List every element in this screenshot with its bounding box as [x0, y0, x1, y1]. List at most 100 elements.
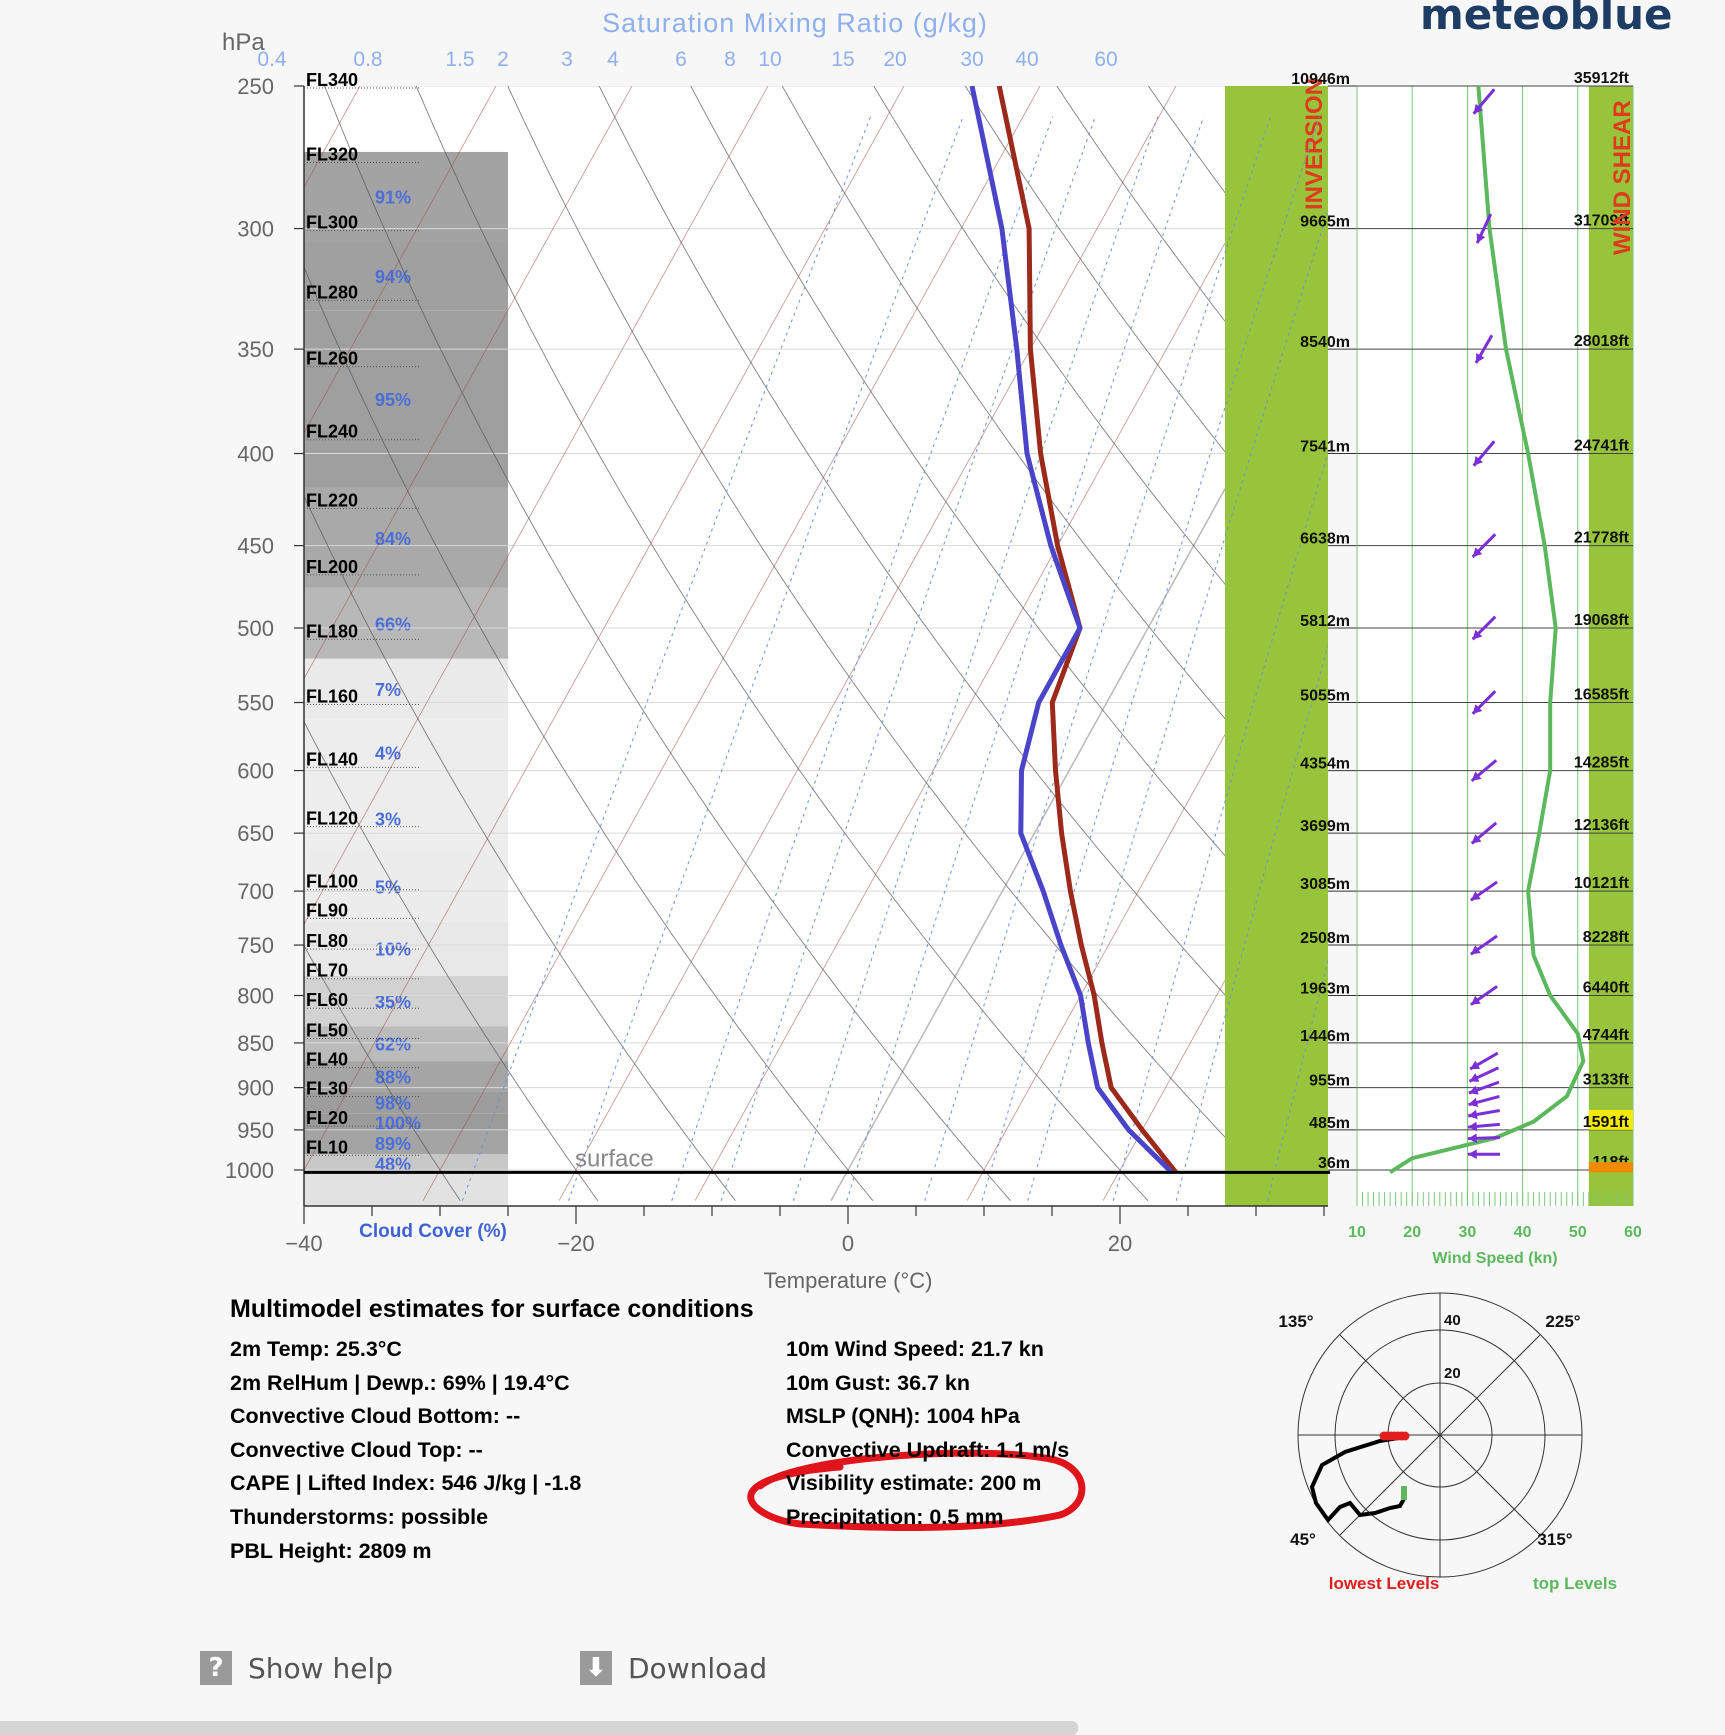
wind-panel: 35912ft 31709ft 28018ft 24741ft 21778ft 19068…: [1348, 70, 1642, 1267]
y-tick-label: 850: [237, 1031, 274, 1056]
show-help-label: Show help: [248, 1651, 393, 1685]
mixing-ratio-label: 2: [497, 48, 509, 71]
y-tick-label: 250: [237, 74, 274, 99]
cloud-cover-band: [304, 719, 508, 787]
height-label-ft: 8228ft: [1583, 929, 1630, 946]
summary-left-column: 2m Temp: 25.3°C 2m RelHum | Dewp.: 69% |…: [230, 1337, 581, 1572]
y-tick-label: 1000: [225, 1158, 274, 1183]
flight-level-label: FL90: [306, 900, 348, 920]
cloud-cover-band: [304, 1091, 508, 1114]
summary-mslp: MSLP (QNH): 1004 hPa: [786, 1404, 1020, 1429]
y-tick-label: 650: [237, 821, 274, 846]
wind-arrow-head: [1472, 547, 1483, 557]
cloud-cover-band: [304, 1131, 508, 1155]
flight-level-label: FL100: [306, 872, 358, 892]
height-label-m: 3085m: [1300, 876, 1350, 893]
cloud-cover-label: 98%: [375, 1094, 411, 1114]
x-axis-title: Temperature (°C): [764, 1268, 933, 1293]
wind-arrow-head: [1470, 995, 1481, 1005]
y-tick-label: 400: [237, 442, 274, 467]
wind-tick-label: 30: [1459, 1224, 1477, 1241]
wind-arrow-head: [1469, 1073, 1480, 1082]
summary-visibility: Visibility estimate: 200 m: [786, 1471, 1042, 1496]
y-tick-label: 950: [237, 1118, 274, 1143]
wind-arrow-head: [1475, 352, 1485, 363]
height-label-m: 955m: [1309, 1073, 1350, 1090]
horizontal-scrollbar[interactable]: [0, 1721, 1078, 1735]
wind-shear-strip: [1588, 86, 1633, 1206]
mixing-ratio-label: 8: [724, 48, 736, 71]
hodograph-low-marker: [1400, 1431, 1410, 1441]
download-button[interactable]: ⬇ Download: [580, 1648, 767, 1688]
flight-level-label: FL300: [306, 213, 358, 233]
hodograph: 135° 225° 45° 315° 40 20 lowest Levels top Leve…: [1278, 1292, 1617, 1593]
height-label-m: 36m: [1318, 1155, 1350, 1172]
summary-gust: 10m Gust: 36.7 kn: [786, 1370, 971, 1395]
flight-level-label: FL280: [306, 282, 358, 302]
wind-arrow-head: [1473, 103, 1483, 114]
chart-title: Saturation Mixing Ratio (g/kg): [602, 8, 988, 38]
flight-level-label: FL320: [306, 145, 358, 165]
dry-adiabat-line: [690, 86, 1328, 970]
flight-level-label: FL260: [306, 349, 358, 369]
y-tick-label: 700: [237, 879, 274, 904]
wind-arrow-head: [1468, 1109, 1478, 1120]
height-label-m: 4354m: [1300, 756, 1350, 773]
mixing-ratio-line: [846, 116, 1205, 1201]
surface-summary: Multimodel estimates for surface conditi…: [230, 1295, 1110, 1585]
cloud-cover-label: 91%: [375, 188, 411, 208]
mixing-ratio-label: 30: [960, 48, 983, 71]
wind-arrow-head: [1472, 704, 1483, 714]
isotherm-line: [0, 86, 224, 1201]
dry-adiabat-line: [415, 86, 1149, 1202]
x-tick-label: 20: [1108, 1231, 1132, 1256]
brand-logo[interactable]: meteoblue: [1420, 0, 1673, 39]
mixing-ratio-label: 10: [758, 48, 781, 71]
wind-axis-title: Wind Speed (kn): [1432, 1250, 1557, 1267]
wind-arrow-head: [1468, 1097, 1479, 1108]
y-tick-label: 750: [237, 933, 274, 958]
y-tick-label: 450: [237, 534, 274, 559]
visibility-annotation: [747, 1449, 1086, 1531]
mixing-ratio-label: 0.4: [257, 48, 287, 71]
y-axis-title: hPa: [222, 29, 265, 56]
hodograph-legend-high: top Levels: [1533, 1574, 1617, 1593]
summary-title: Multimodel estimates for surface conditi…: [230, 1295, 754, 1323]
flight-level-label: FL340: [306, 70, 358, 90]
cloud-cover-label: 48%: [375, 1154, 411, 1174]
height-label-m: 10946m: [1291, 71, 1350, 88]
hodograph-trace: [1309, 1435, 1407, 1524]
dry-adiabat-line: [304, 495, 736, 1201]
height-label-m: 1446m: [1300, 1028, 1350, 1045]
summary-wind-speed: 10m Wind Speed: 21.7 kn: [786, 1337, 1044, 1361]
dry-adiabat-line: [964, 86, 1328, 577]
x-tick-label: −40: [285, 1231, 322, 1256]
cloud-cover-band: [304, 310, 508, 488]
flight-level-label: FL10: [306, 1137, 348, 1157]
mixing-ratio-label: 0.8: [353, 48, 382, 71]
height-label-ft: 10121ft: [1574, 875, 1630, 892]
cloud-cover-axis-label: Cloud Cover (%): [359, 1221, 507, 1242]
height-label-ft: 3133ft: [1583, 1072, 1630, 1089]
y-tick-label: 300: [237, 217, 274, 242]
download-label: Download: [628, 1651, 768, 1685]
wind-arrow-head: [1471, 771, 1482, 781]
dry-adiabat-line: [304, 266, 874, 1201]
cloud-cover-label: 3%: [375, 810, 401, 830]
wind-speed-line: [1389, 85, 1586, 1174]
mixing-ratio-line: [671, 116, 1054, 1201]
height-label-m: 6638m: [1300, 531, 1350, 548]
hodograph-high-marker: [1401, 1486, 1407, 1500]
height-label-m: 2508m: [1300, 930, 1350, 947]
temperature-line: [996, 86, 1178, 1174]
summary-cape: CAPE | Lifted Index: 546 J/kg | -1.8: [230, 1471, 582, 1496]
cloud-cover-label: 89%: [375, 1134, 411, 1154]
dry-adiabat-line: [1698, 86, 1725, 1201]
hodograph-ring-label: 40: [1444, 1312, 1461, 1329]
hodograph-direction-label: 225°: [1545, 1312, 1580, 1331]
cloud-cover-label: 94%: [375, 267, 411, 287]
isotherm-line: [694, 86, 1313, 1201]
cloud-cover-label: 4%: [375, 744, 401, 764]
cloud-cover-label: 88%: [375, 1068, 411, 1088]
show-help-button[interactable]: ? Show help: [200, 1648, 393, 1688]
